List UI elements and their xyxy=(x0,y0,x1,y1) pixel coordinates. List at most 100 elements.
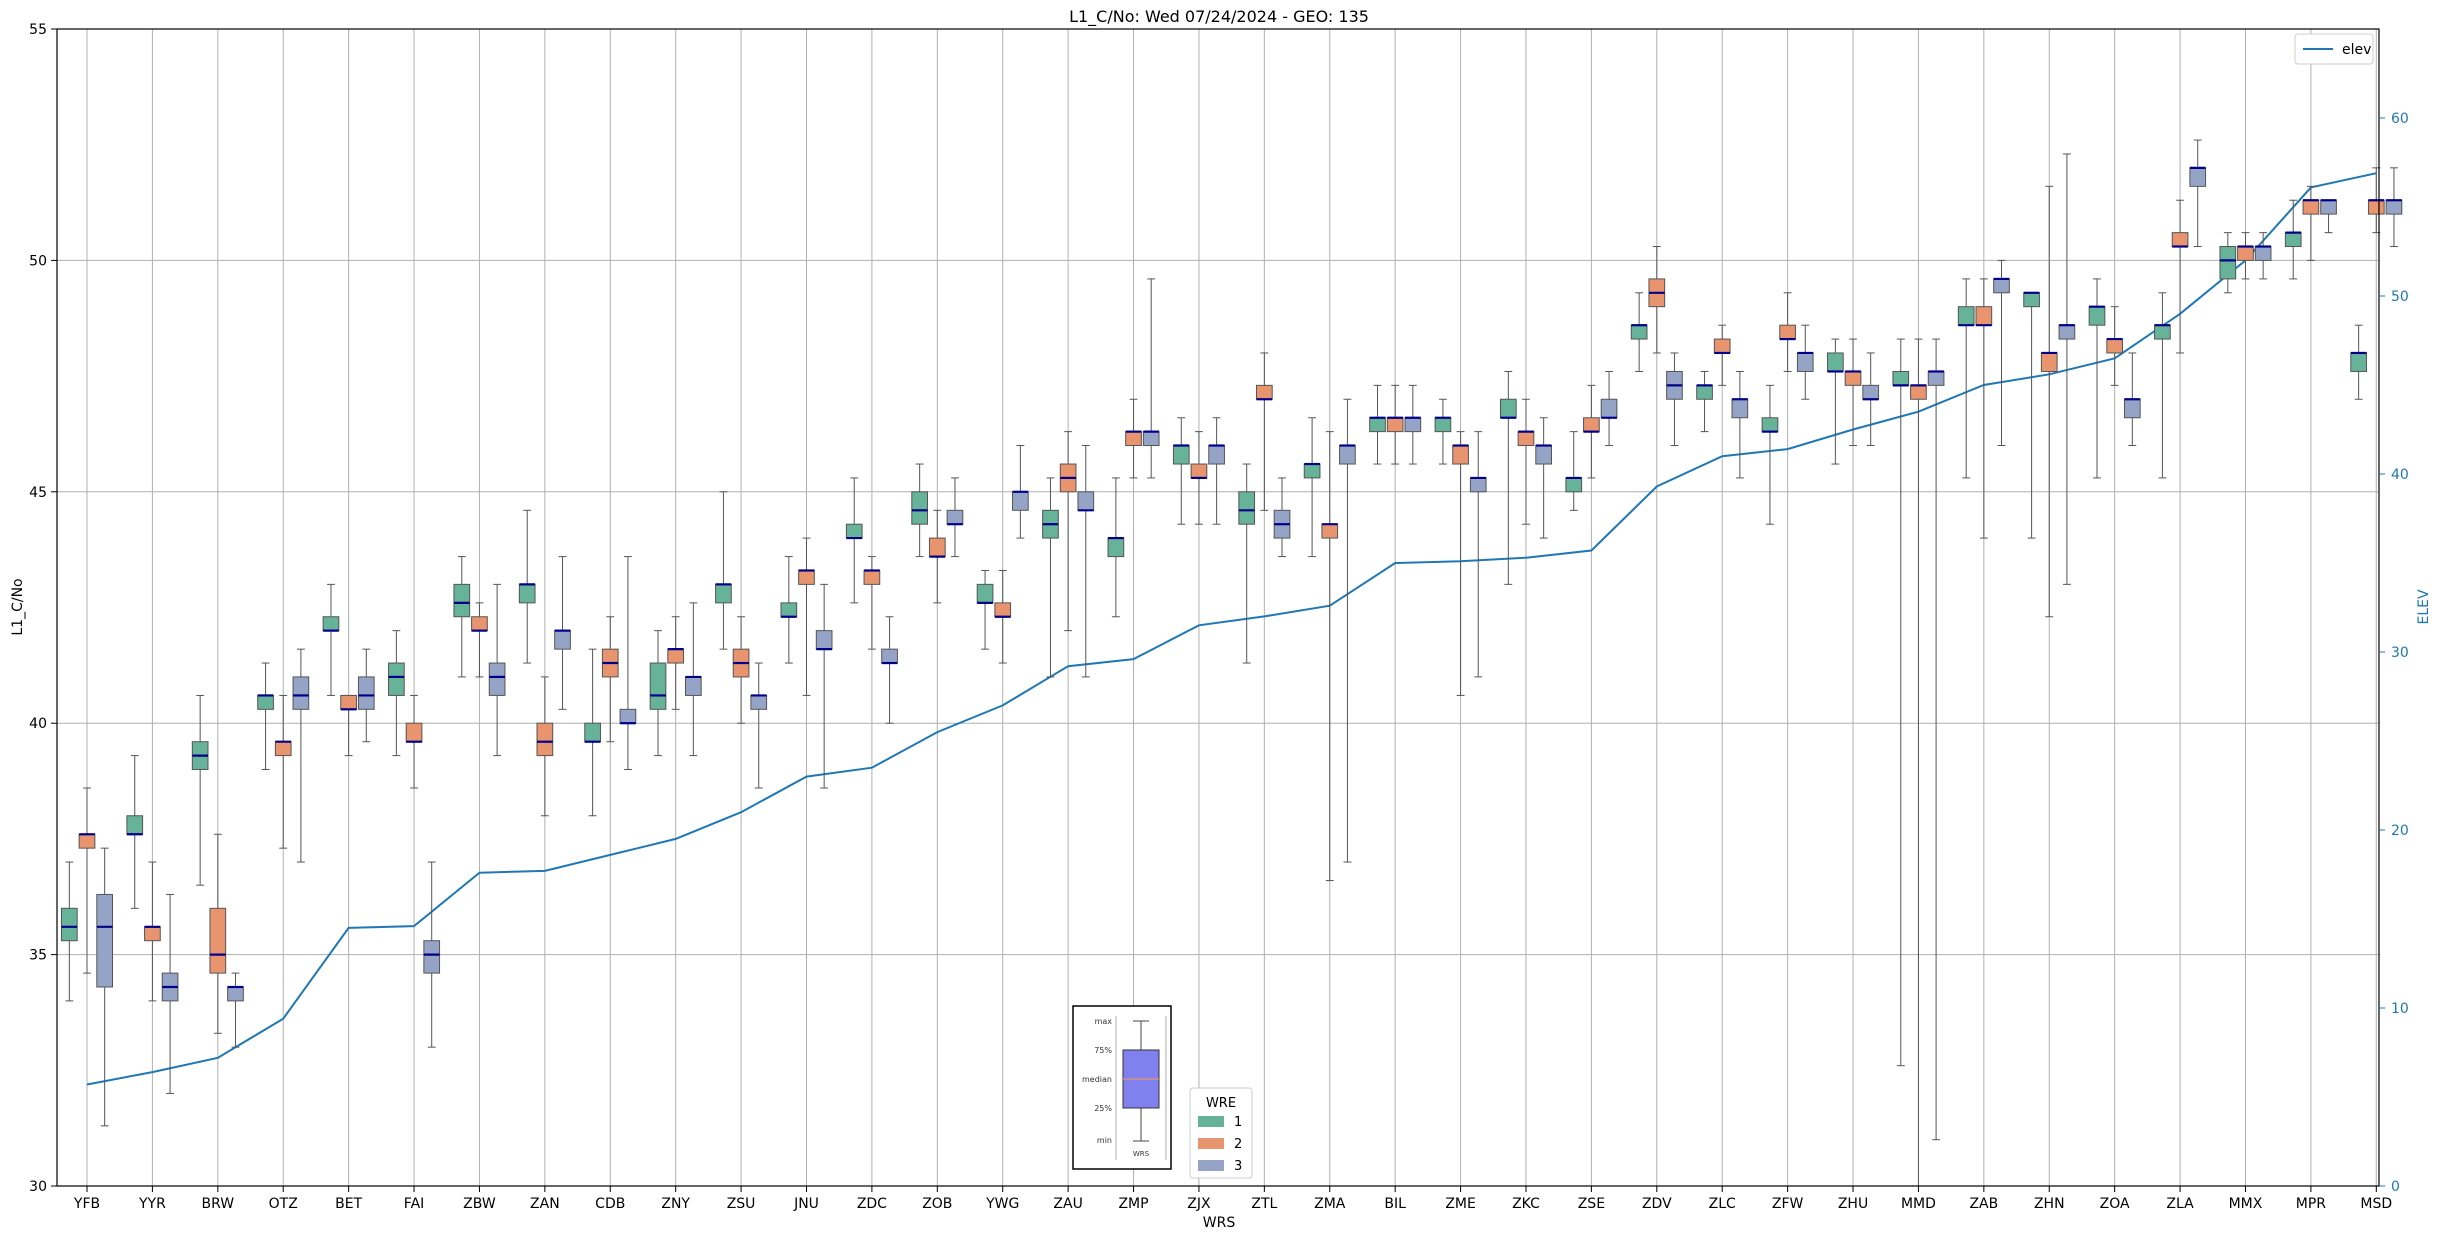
box-body xyxy=(1369,417,1386,433)
box-series-1 xyxy=(911,463,928,558)
axis-layer: 30 35 40 45 50 55 0 10 20 30 40 50 60 YFB YYR BRW OTZ BET… xyxy=(29,22,2409,1212)
box-body xyxy=(1107,537,1125,558)
x-tick-label: ZDC xyxy=(857,1196,887,1212)
box-body xyxy=(845,523,863,539)
x-tick-label: FAI xyxy=(404,1196,424,1212)
box-series-1 xyxy=(453,556,471,678)
box-body xyxy=(126,815,144,835)
box-series-2 xyxy=(1975,278,1993,539)
box-series-3 xyxy=(1862,352,1880,447)
box-series-1 xyxy=(1630,292,1648,372)
box-series-3 xyxy=(815,583,833,789)
box-body xyxy=(946,509,964,525)
box-body xyxy=(1827,352,1844,372)
box-body xyxy=(881,648,898,664)
box-series-2 xyxy=(1190,431,1208,525)
x-tick-label: BRW xyxy=(202,1196,235,1212)
box-series-1 xyxy=(191,694,209,886)
box-body xyxy=(1404,417,1422,433)
box-body xyxy=(322,616,340,632)
box-body xyxy=(1077,491,1095,511)
chart-title: L1_C/No: Wed 07/24/2024 - GEO: 135 xyxy=(1069,7,1369,27)
box-series-3 xyxy=(2254,232,2272,280)
x-tick-label: CDB xyxy=(595,1196,625,1212)
box-body xyxy=(928,537,946,558)
box-body xyxy=(471,616,488,632)
x-tick-label: ZOB xyxy=(922,1196,952,1212)
box-body xyxy=(1910,384,1927,400)
wre-legend-label-1: 1 xyxy=(1234,1115,1242,1130)
x-tick-label: ZSE xyxy=(1578,1196,1605,1212)
box-body xyxy=(1303,463,1321,479)
box-series-2 xyxy=(1517,398,1535,525)
box-series-3 xyxy=(2385,167,2403,248)
x-tick-label: ZHU xyxy=(1838,1196,1868,1212)
box-body xyxy=(1713,338,1731,354)
elev-legend: elev xyxy=(2294,33,2374,65)
box-series-2 xyxy=(601,616,619,743)
y2-tick-label: 20 xyxy=(2391,823,2409,839)
box-body xyxy=(518,583,536,604)
x-tick-label: ZSU xyxy=(727,1196,756,1212)
box-series-1 xyxy=(1696,370,1713,433)
box-series-1 xyxy=(845,477,863,604)
box-series-1 xyxy=(2284,199,2302,280)
box-series-2 xyxy=(1452,431,1469,696)
box-series-2 xyxy=(2367,167,2385,234)
x-axis-label: WRS xyxy=(1203,1215,1236,1231)
box-series-3 xyxy=(554,556,571,710)
box-body xyxy=(667,648,685,664)
box-series-1 xyxy=(1369,384,1386,465)
x-tick-label: MMX xyxy=(2229,1196,2263,1212)
box-body xyxy=(1731,398,1749,419)
box-series-2 xyxy=(1648,246,1666,354)
box-series-3 xyxy=(2058,153,2076,585)
box-series-3 xyxy=(423,861,441,1048)
x-tick-label: ZMA xyxy=(1314,1196,1346,1212)
box-series-2 xyxy=(1256,352,1273,511)
box-body xyxy=(649,662,667,710)
y-tick-label: 45 xyxy=(29,485,47,501)
box-body xyxy=(1957,306,1975,326)
box-series-3 xyxy=(1927,338,1945,1141)
box-series-1 xyxy=(2154,292,2171,479)
box-body xyxy=(1499,398,1517,419)
x-tick-label: BET xyxy=(335,1196,362,1212)
box-body xyxy=(2320,199,2337,215)
box-body xyxy=(2350,352,2367,372)
box-layer xyxy=(60,139,2403,1187)
box-body xyxy=(1844,370,1862,386)
box-body xyxy=(2284,232,2302,248)
box-body xyxy=(340,694,357,710)
box-series-1 xyxy=(2350,324,2367,400)
box-series-2 xyxy=(144,861,161,1002)
x-tick-label: ZTL xyxy=(1251,1196,1277,1212)
box-series-1 xyxy=(388,630,405,757)
box-series-1 xyxy=(1565,431,1583,511)
box-series-3 xyxy=(357,648,375,743)
box-body xyxy=(584,722,601,743)
box-body xyxy=(2040,352,2058,372)
x-tick-label: MSD xyxy=(2360,1196,2392,1212)
box-series-1 xyxy=(649,630,667,757)
box-body xyxy=(78,833,96,849)
box-series-3 xyxy=(1208,417,1225,525)
box-series-2 xyxy=(928,509,946,604)
box-body xyxy=(2219,246,2237,280)
box-body xyxy=(1796,352,1814,372)
box-series-1 xyxy=(1499,370,1517,585)
box-series-3 xyxy=(619,556,637,770)
x-tick-label: ZFW xyxy=(1772,1196,1804,1212)
box-series-1 xyxy=(1107,477,1125,618)
box-body xyxy=(1208,445,1225,465)
wre-legend-label-2: 2 xyxy=(1234,1137,1242,1152)
x-tick-label: OTZ xyxy=(269,1196,298,1212)
y2-tick-label: 30 xyxy=(2391,645,2409,661)
box-body xyxy=(1172,445,1190,465)
box-series-3 xyxy=(488,583,506,757)
box-series-1 xyxy=(780,556,798,664)
box-series-2 xyxy=(2237,232,2254,280)
box-series-3 xyxy=(2320,199,2337,234)
wre-legend: WRE 1 2 3 xyxy=(1189,1087,1253,1179)
